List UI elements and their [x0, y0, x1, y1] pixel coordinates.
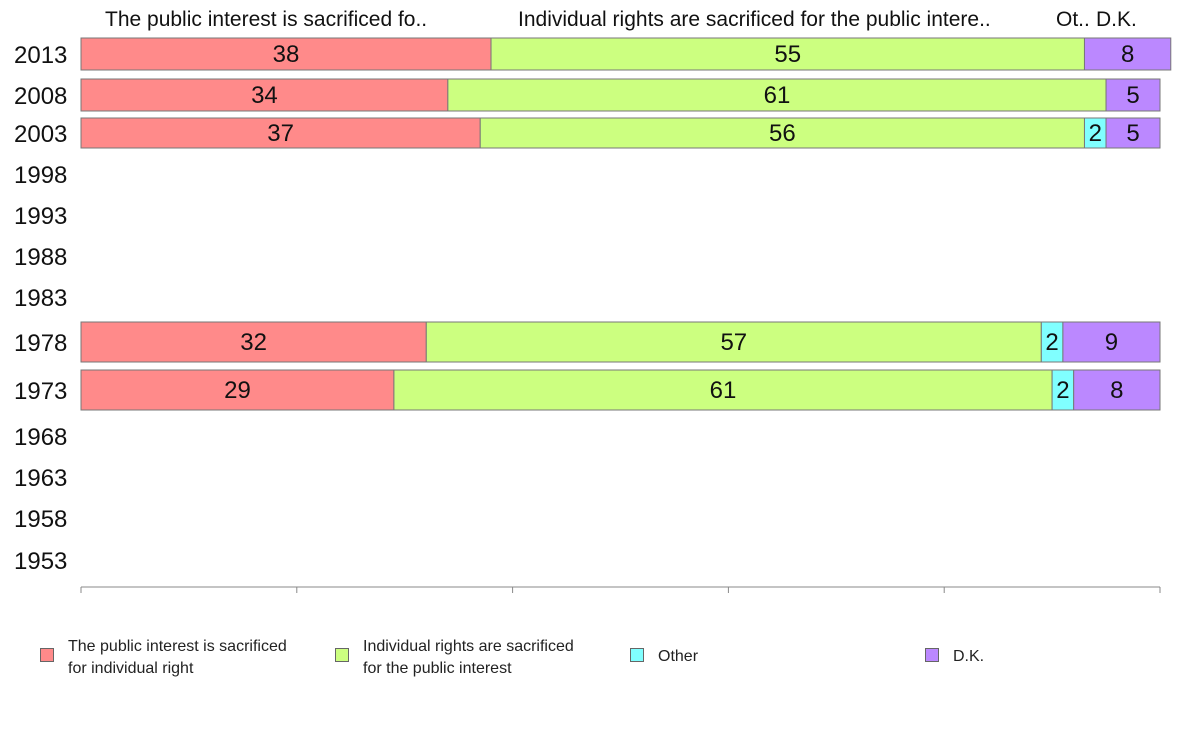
data-label: 29 — [224, 377, 251, 404]
legend-item-dk: D.K. — [925, 636, 984, 668]
series-header: Ot.. — [1056, 8, 1090, 31]
category-label: 1953 — [14, 548, 67, 575]
data-label: 5 — [1126, 120, 1139, 147]
bar-segment — [490, 37, 1085, 71]
bar-segment — [425, 321, 1042, 363]
legend-label-dk: D.K. — [953, 648, 985, 665]
series-header: D.K. — [1096, 8, 1137, 31]
data-label: 37 — [267, 120, 294, 147]
bar-segment — [393, 369, 1053, 411]
legend-item-public-interest: The public interest is sacrificed for in… — [40, 636, 287, 680]
legend-swatch-public-interest — [40, 648, 54, 662]
legend-item-individual-rights: Individual rights are sacrificed for the… — [335, 636, 574, 680]
legend-swatch-dk — [925, 648, 939, 662]
category-label: 1978 — [14, 330, 67, 357]
bar-segment — [1073, 369, 1161, 411]
category-label: 1988 — [14, 244, 67, 271]
data-label: 2 — [1089, 120, 1102, 147]
legend-swatch-other — [630, 648, 644, 662]
data-label: 38 — [273, 41, 300, 68]
category-label: 1973 — [14, 378, 67, 405]
data-label: 61 — [710, 377, 737, 404]
category-label: 1998 — [14, 162, 67, 189]
bar-segment — [479, 117, 1085, 149]
stacked-bar-chart: The public interest is sacrificed fo.. In… — [14, 8, 1172, 593]
bar-segment — [80, 117, 481, 149]
category-label: 1968 — [14, 424, 67, 451]
data-label: 57 — [720, 329, 747, 356]
legend-label-public-interest: The public interest is sacrificed for in… — [68, 638, 287, 677]
series-header: The public interest is sacrificed fo.. — [105, 8, 427, 31]
data-label: 5 — [1126, 82, 1139, 109]
bar-segment — [1062, 321, 1161, 363]
legend-label-other: Other — [658, 648, 699, 665]
legend: The public interest is sacrificed for in… — [0, 636, 1188, 686]
data-label: 32 — [240, 329, 267, 356]
legend-label-individual-rights: Individual rights are sacrificed for the… — [363, 638, 574, 677]
category-label: 1983 — [14, 285, 67, 312]
category-label: 1993 — [14, 203, 67, 230]
category-label: 2013 — [14, 42, 67, 69]
data-label: 55 — [774, 41, 801, 68]
data-label: 2 — [1045, 329, 1058, 356]
bar-segment — [80, 37, 492, 71]
legend-item-other: Other — [630, 636, 698, 668]
data-label: 34 — [251, 82, 278, 109]
data-label: 9 — [1105, 329, 1118, 356]
bar-segment — [1105, 117, 1161, 149]
bar-segment — [1105, 78, 1161, 112]
data-label: 8 — [1110, 377, 1123, 404]
bar-segment — [80, 321, 427, 363]
legend-swatch-individual-rights — [335, 648, 349, 662]
data-label: 56 — [769, 120, 796, 147]
category-label: 2003 — [14, 121, 67, 148]
data-label: 61 — [764, 82, 791, 109]
data-label: 2 — [1056, 377, 1069, 404]
category-label: 2008 — [14, 83, 67, 110]
category-label: 1958 — [14, 506, 67, 533]
bar-segment — [447, 78, 1107, 112]
data-label: 8 — [1121, 41, 1134, 68]
bar-segment — [1083, 37, 1172, 71]
series-header: Individual rights are sacrificed for the… — [518, 8, 991, 31]
bar-segment — [80, 369, 395, 411]
category-label: 1963 — [14, 465, 67, 492]
